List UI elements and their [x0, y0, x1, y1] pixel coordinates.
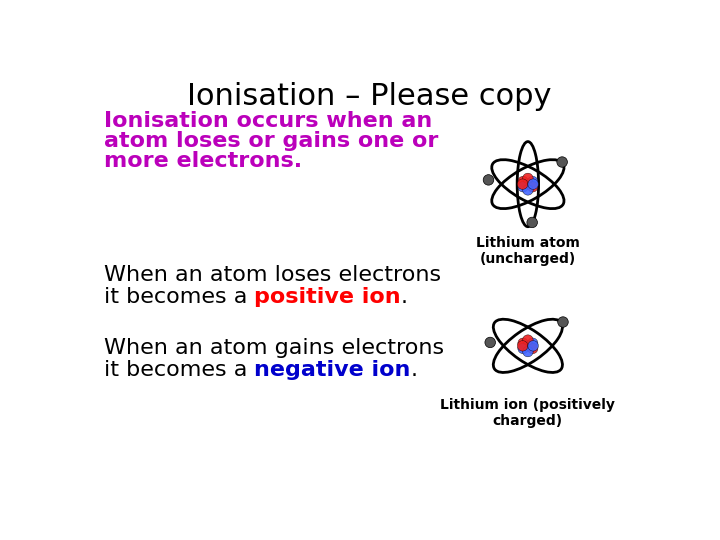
- Circle shape: [558, 317, 568, 327]
- Text: Lithium ion (positively
charged): Lithium ion (positively charged): [441, 397, 616, 428]
- Text: atom loses or gains one or: atom loses or gains one or: [104, 131, 438, 151]
- Circle shape: [527, 176, 538, 187]
- Circle shape: [527, 217, 537, 228]
- Text: it becomes a: it becomes a: [104, 360, 254, 380]
- Circle shape: [518, 176, 528, 187]
- Circle shape: [527, 343, 538, 354]
- Text: negative ion: negative ion: [254, 360, 411, 380]
- Circle shape: [518, 341, 528, 351]
- Text: Ionisation occurs when an: Ionisation occurs when an: [104, 111, 432, 131]
- Circle shape: [483, 174, 494, 185]
- Circle shape: [523, 185, 533, 195]
- Circle shape: [523, 179, 533, 190]
- Circle shape: [557, 157, 567, 167]
- Circle shape: [528, 179, 539, 190]
- Circle shape: [518, 338, 528, 348]
- Text: more electrons.: more electrons.: [104, 151, 302, 171]
- Text: .: .: [411, 360, 418, 380]
- Circle shape: [527, 338, 538, 348]
- Text: Ionisation – Please copy: Ionisation – Please copy: [186, 82, 552, 111]
- Circle shape: [518, 343, 528, 354]
- Circle shape: [523, 335, 533, 345]
- Text: Lithium atom
(uncharged): Lithium atom (uncharged): [476, 236, 580, 266]
- Circle shape: [528, 341, 539, 351]
- Text: When an atom gains electrons: When an atom gains electrons: [104, 338, 444, 358]
- Circle shape: [485, 337, 495, 348]
- Circle shape: [523, 341, 533, 351]
- Circle shape: [518, 179, 528, 190]
- Text: it becomes a: it becomes a: [104, 287, 254, 307]
- Circle shape: [527, 181, 538, 192]
- Circle shape: [518, 181, 528, 192]
- Text: .: .: [401, 287, 408, 307]
- Circle shape: [523, 173, 533, 184]
- Text: positive ion: positive ion: [254, 287, 401, 307]
- Text: When an atom loses electrons: When an atom loses electrons: [104, 265, 441, 285]
- Circle shape: [523, 346, 533, 357]
